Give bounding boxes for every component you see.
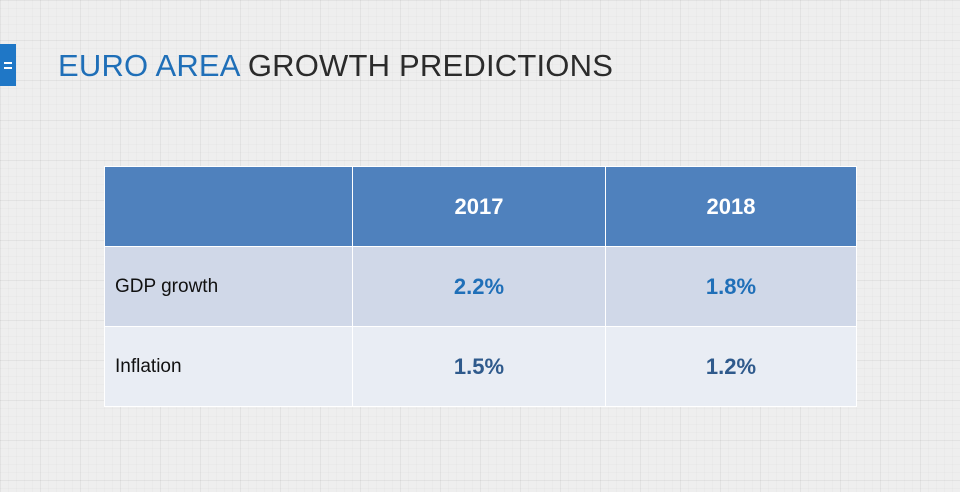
row-label: GDP growth xyxy=(104,246,353,327)
header-cell-2017: 2017 xyxy=(352,166,606,247)
row-label: Inflation xyxy=(104,326,353,407)
hamburger-menu-icon xyxy=(4,61,12,69)
slide-title: EURO AREA GROWTH PREDICTIONS xyxy=(58,48,613,84)
value-cell: 2.2% xyxy=(352,246,606,327)
table-row-gdp-growth: GDP growth 2.2% 1.8% xyxy=(104,246,857,327)
header-cell-2018: 2018 xyxy=(605,166,857,247)
growth-predictions-table: 2017 2018 GDP growth 2.2% 1.8% Inflation… xyxy=(104,166,857,407)
table-header-row: 2017 2018 xyxy=(104,166,857,247)
title-accent: EURO AREA xyxy=(58,48,239,83)
title-rest: GROWTH PREDICTIONS xyxy=(247,48,614,83)
value-cell: 1.8% xyxy=(605,246,857,327)
header-cell-empty xyxy=(104,166,353,247)
value-cell: 1.2% xyxy=(605,326,857,407)
menu-tab[interactable] xyxy=(0,44,16,86)
value-cell: 1.5% xyxy=(352,326,606,407)
table-row-inflation: Inflation 1.5% 1.2% xyxy=(104,326,857,407)
